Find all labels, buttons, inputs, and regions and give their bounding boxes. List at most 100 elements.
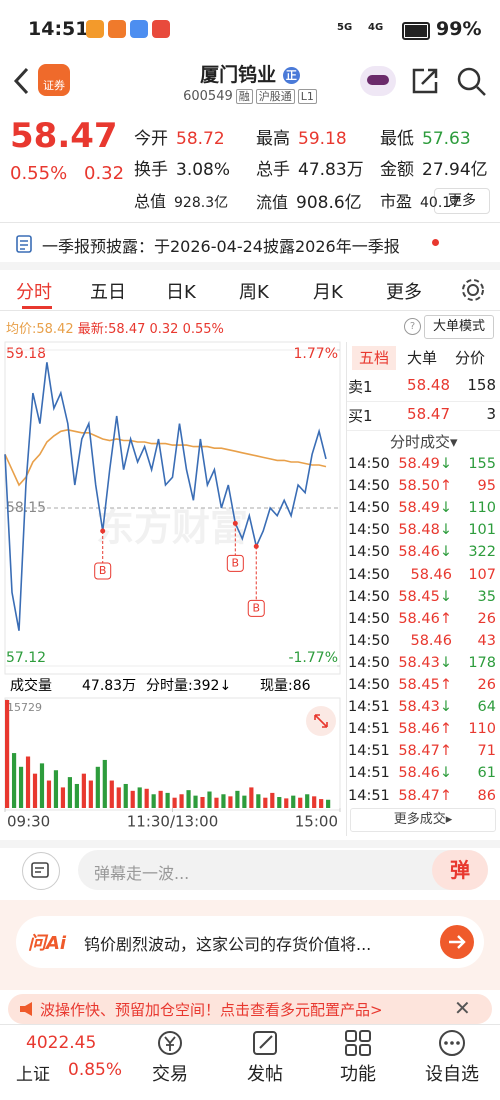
volume-bar: [263, 797, 268, 808]
marker-dot: [100, 528, 106, 534]
stock-code-line: 600549 融沪股通 L1: [0, 88, 500, 104]
ai-bar[interactable]: 问Ai 钨价剧烈波动，这家公司的存货价值将...: [16, 916, 484, 968]
notice-dot: [432, 239, 439, 246]
volume-bar: [193, 795, 198, 808]
stat-label: 市盈: [380, 192, 413, 211]
help-icon[interactable]: ?: [404, 318, 421, 335]
tab[interactable]: 月K: [313, 282, 343, 303]
volume-bar: [5, 700, 10, 808]
comment-send[interactable]: 弹: [432, 850, 488, 890]
trade-volume: 61: [477, 765, 496, 782]
marker-dot: [253, 543, 259, 549]
trade-price: 58.46↑: [396, 611, 452, 627]
book-tab[interactable]: 分价: [454, 349, 485, 367]
index-pct: 0.85%: [68, 1060, 123, 1080]
tag: 沪股通: [255, 89, 295, 104]
nav-icon[interactable]: [437, 1028, 467, 1058]
nav-icon[interactable]: [155, 1028, 185, 1058]
more-button[interactable]: 更多: [434, 188, 490, 214]
book-tab[interactable]: 五档: [352, 346, 396, 370]
share-button[interactable]: [410, 66, 440, 96]
trades-title[interactable]: 分时成交▾: [390, 433, 458, 451]
tab[interactable]: 五日: [90, 282, 126, 303]
x-tick-label: 11:30/13:00: [127, 813, 219, 831]
info-change: 0.32: [149, 322, 179, 337]
nav-icon[interactable]: [250, 1028, 280, 1058]
volume-bar: [39, 763, 45, 808]
banner[interactable]: 波操作快、预留加仓空间！点击查看多元配置产品> ✕: [8, 994, 492, 1024]
stat: 总手 47.83万: [256, 155, 364, 180]
divider: [0, 1024, 500, 1025]
nav-label[interactable]: 交易: [152, 1064, 188, 1085]
back-button[interactable]: [10, 66, 34, 96]
trade-volume: 71: [477, 743, 496, 760]
stat-value: 57.63: [422, 129, 471, 149]
trade-volume: 95: [477, 478, 496, 495]
expand-button[interactable]: [306, 706, 336, 736]
avg-label: 均价:: [6, 322, 37, 337]
volume-bar: [277, 797, 282, 808]
stat: 换手 3.08%: [134, 155, 230, 180]
comment-placeholder: 弹幕走一波...: [94, 864, 190, 883]
banner-text: 波操作快、预留加仓空间！点击查看多元配置产品>: [40, 1001, 383, 1019]
notice[interactable]: 一季报预披露：于2026-04-24披露2026年一季报: [42, 237, 400, 256]
trade-price-text: 58.47: [398, 743, 440, 760]
trade-arrow: ↓: [439, 456, 452, 472]
trade-volume: 101: [468, 522, 496, 539]
tab[interactable]: 分时: [16, 282, 52, 303]
stat-label: 总值: [134, 192, 167, 211]
level-price: 58.47: [407, 405, 450, 423]
app-icon[interactable]: 证券: [38, 64, 70, 96]
stat: 市盈 40.17: [380, 188, 460, 212]
search-button[interactable]: [456, 66, 488, 98]
stat-value: 3.08%: [176, 160, 231, 180]
trade-volume: 110: [468, 500, 496, 517]
comment-toggle[interactable]: [22, 852, 60, 890]
stat-value: 59.18: [298, 129, 347, 149]
trade-arrow: ↑: [439, 610, 452, 627]
settings-button[interactable]: [460, 277, 486, 303]
index-name: 上证: [16, 1065, 50, 1085]
book-tab[interactable]: 大单: [406, 349, 437, 367]
y2-tick-label: -1.77%: [288, 650, 338, 666]
trade-arrow: ↓: [439, 522, 452, 539]
trade-price: 58.43↓: [396, 699, 452, 715]
stat: 今开 58.72: [134, 124, 225, 149]
tab[interactable]: 日K: [166, 282, 196, 303]
nav-label[interactable]: 设自选: [425, 1064, 479, 1085]
nav-label[interactable]: 功能: [340, 1064, 376, 1085]
change-pct: 0.55%: [10, 163, 68, 184]
info-pct: 0.55%: [182, 322, 224, 337]
trade-volume: 26: [477, 610, 496, 627]
trade-volume: 178: [468, 654, 496, 671]
ai-go[interactable]: [440, 925, 474, 959]
nav-icon[interactable]: [343, 1028, 373, 1058]
battery-level: 99%: [436, 18, 482, 40]
level-volume: 158: [467, 376, 496, 394]
trade-price-text: 58.46: [398, 721, 440, 738]
watermark: 东方财富: [96, 506, 248, 550]
mode-button[interactable]: 大单模式: [424, 315, 494, 339]
trade-time: 14:50: [348, 478, 390, 495]
banner-close[interactable]: ✕: [454, 996, 471, 1020]
latest-label: 最新:: [77, 322, 109, 337]
more-trades[interactable]: 更多成交▸: [350, 808, 496, 832]
avg-line: [4, 428, 327, 487]
trade-arrow: ↓: [439, 699, 452, 716]
trade-time: 14:51: [348, 765, 390, 782]
tab[interactable]: 更多: [386, 282, 422, 303]
level-sep: [347, 401, 500, 402]
y-tick-label: 57.12: [6, 650, 46, 666]
comment-input[interactable]: 弹幕走一波... 弹: [78, 850, 488, 890]
trade-time: 14:50: [348, 610, 390, 627]
status-time: 14:51: [28, 18, 89, 40]
trade-price: 58.46↓: [396, 765, 452, 781]
trade-price-text: 58.46: [410, 632, 452, 649]
nav-label[interactable]: 发帖: [247, 1064, 283, 1085]
tab[interactable]: 周K: [239, 282, 269, 303]
trade-volume: 110: [468, 721, 496, 738]
trade-price: 58.50↑: [396, 478, 452, 494]
trade-price: 58.45↓: [396, 589, 452, 605]
avatar[interactable]: [360, 66, 396, 96]
trade-time: 14:50: [348, 522, 390, 539]
